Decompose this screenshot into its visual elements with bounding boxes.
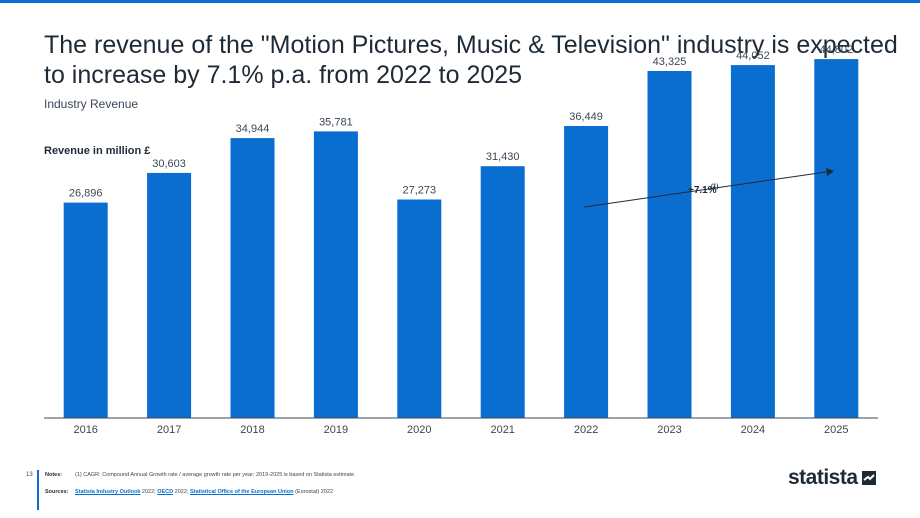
value-label-2023: 43,325 <box>653 56 687 68</box>
x-tick-2016: 2016 <box>73 424 97 436</box>
bar-2017[interactable] <box>147 172 192 418</box>
bar-2022[interactable] <box>564 126 609 418</box>
bar-2020[interactable] <box>397 199 442 419</box>
value-label-2021: 31,430 <box>486 151 520 163</box>
cagr-arrow-head <box>826 168 834 176</box>
footer-separator <box>37 470 39 510</box>
x-tick-2017: 2017 <box>157 424 181 436</box>
bar-2018[interactable] <box>230 138 275 418</box>
top-accent-bar <box>0 0 920 3</box>
footer: 13 Notes: (1) CAGR: Compound Annual Grow… <box>0 460 920 518</box>
value-label-2022: 36,449 <box>569 111 603 123</box>
value-label-2018: 34,944 <box>236 123 270 135</box>
source-text: 2022; <box>173 489 190 495</box>
cagr-label: +7.1% <box>688 185 717 196</box>
value-label-2017: 30,603 <box>152 158 186 170</box>
statista-logo[interactable]: statista <box>788 466 876 490</box>
bar-2024[interactable] <box>730 65 775 418</box>
bar-2021[interactable] <box>480 166 525 418</box>
source-link[interactable]: OECD <box>157 489 174 495</box>
x-tick-2022: 2022 <box>574 424 598 436</box>
cagr-footnote: (1) <box>711 184 718 190</box>
value-label-2024: 44,052 <box>736 50 770 62</box>
value-label-2016: 26,896 <box>69 188 103 200</box>
x-tick-2025: 2025 <box>824 424 848 436</box>
logo-mark-icon <box>861 471 876 485</box>
value-label-2019: 35,781 <box>319 116 353 128</box>
notes-label: Notes: <box>45 472 63 478</box>
source-link[interactable]: Statista Industry Outlook <box>75 489 141 495</box>
x-tick-2019: 2019 <box>324 424 348 436</box>
x-tick-2023: 2023 <box>657 424 681 436</box>
value-label-2020: 27,273 <box>402 185 436 197</box>
x-tick-2024: 2024 <box>741 424 765 436</box>
bar-2019[interactable] <box>313 131 358 418</box>
sources-text: Statista Industry Outlook 2022; OECD 202… <box>75 489 333 495</box>
page-title: The revenue of the "Motion Pictures, Mus… <box>44 31 898 89</box>
notes-text: (1) CAGR: Compound Annual Growth rate / … <box>75 472 355 478</box>
cagr-arrow-line <box>583 171 827 208</box>
bar-2025[interactable] <box>814 59 859 418</box>
x-tick-2021: 2021 <box>490 424 514 436</box>
x-tick-2020: 2020 <box>407 424 431 436</box>
source-text: 2022; <box>140 489 158 495</box>
bar-chart: 26,896 2016 30,603 2017 34,944 2018 35,781 2019… <box>44 44 878 436</box>
logo-wordmark: statista <box>788 466 858 489</box>
source-link[interactable]: Statistical Office of the European Union <box>189 489 294 495</box>
page-number: 13 <box>26 472 33 478</box>
chart-subtitle: Industry Revenue <box>44 97 139 111</box>
sources-label: Sources: <box>45 489 69 495</box>
bar-2023[interactable] <box>647 71 692 418</box>
bar-2016[interactable] <box>63 202 108 418</box>
x-tick-2018: 2018 <box>240 424 264 436</box>
value-label-2025: 44,802 <box>819 44 853 56</box>
source-text: (Eurostat) 2022 <box>293 489 333 495</box>
cagr-annotation: +7.1% (1) <box>583 168 834 208</box>
unit-label: Revenue in million £ <box>44 145 151 157</box>
